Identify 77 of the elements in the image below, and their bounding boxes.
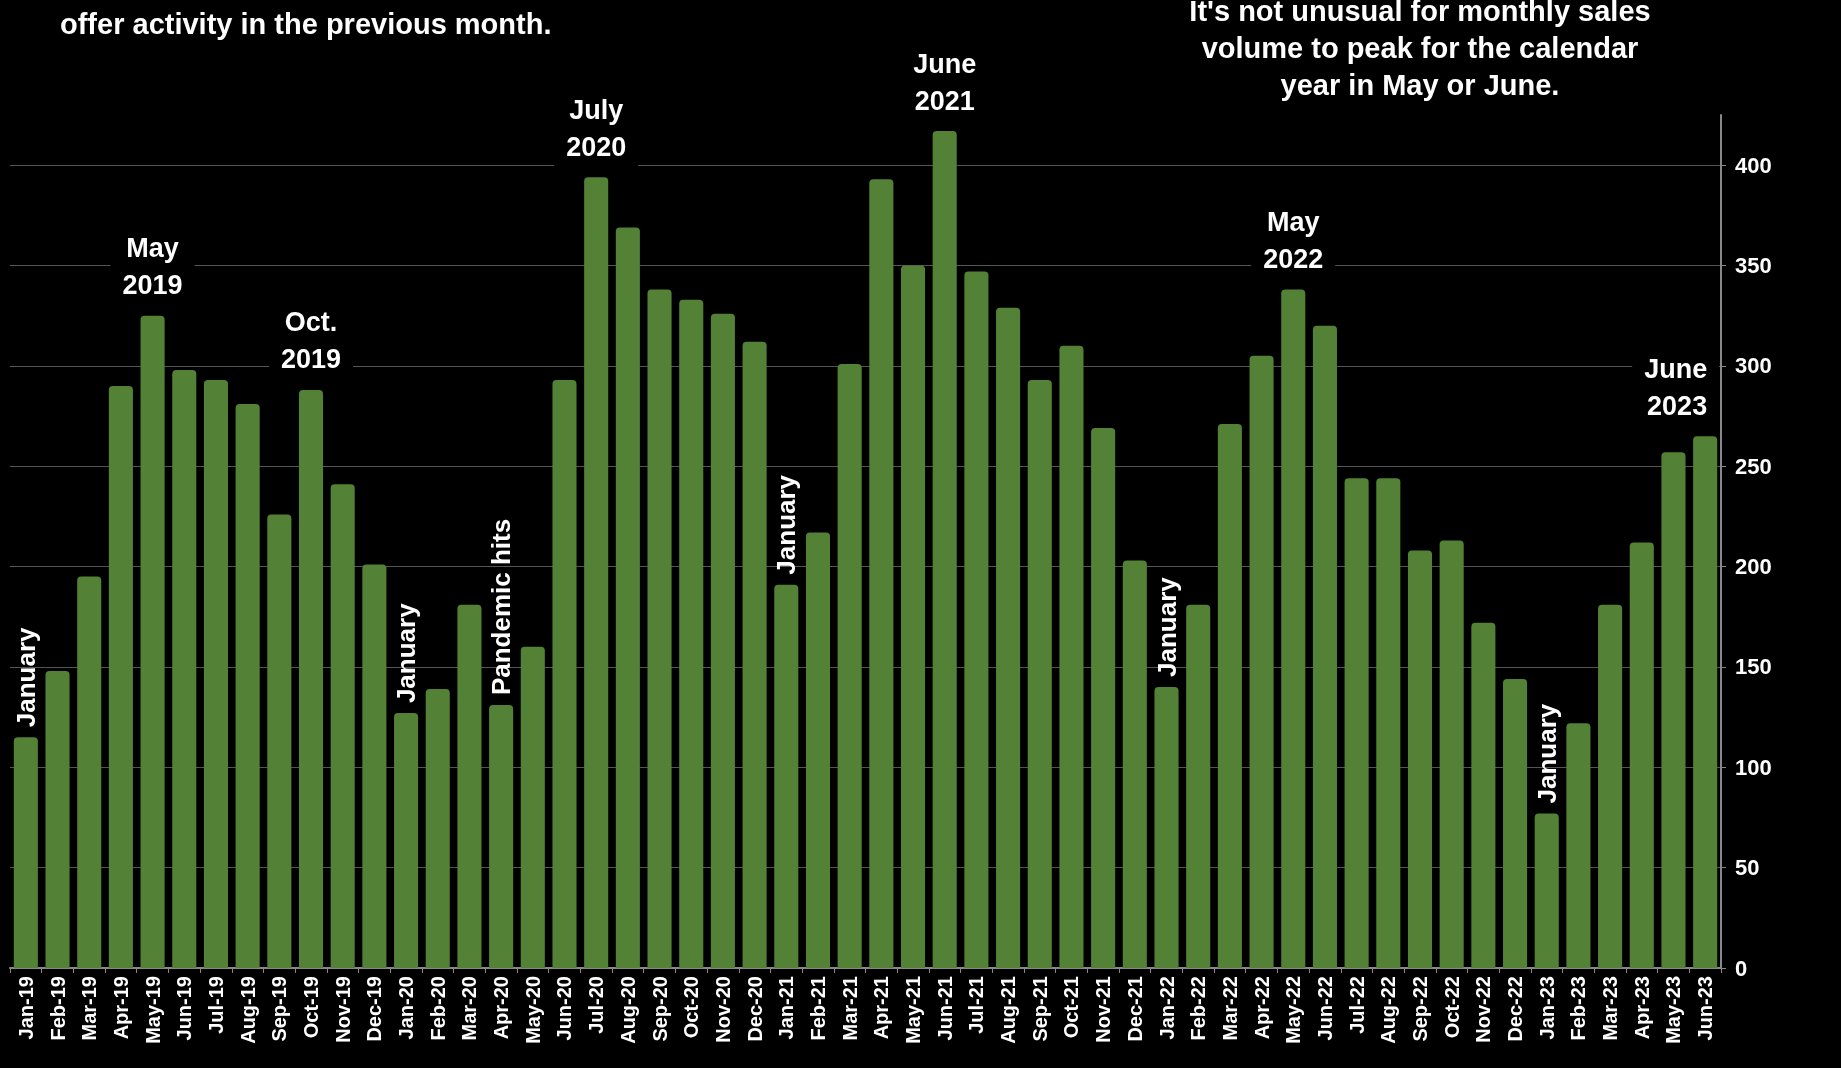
x-tick-label: Jan-22 [1155,976,1178,1040]
annotation: Oct. 2019 [280,307,342,375]
x-tick-label: Jun-21 [933,976,956,1041]
text: offer activity in the previous month. [60,7,552,40]
x-tick-label: Jun-23 [1694,976,1717,1041]
y-tick-label: 50 [1735,855,1760,881]
x-tick-label: Jul-21 [965,976,988,1034]
x-tick-label: Apr-22 [1250,976,1273,1040]
x-tick-label: Dec-19 [363,976,386,1042]
annotation: Pandemic hits [486,518,517,696]
y-tick-label: 200 [1735,554,1772,580]
x-tick-label: May-19 [141,976,164,1044]
annotation: January [1531,703,1562,804]
x-tick-label: Jan-19 [14,976,37,1040]
y-tick-label: 150 [1735,654,1772,680]
x-tick-label: Apr-20 [490,976,513,1040]
x-tick-label: Sep-21 [1028,976,1051,1042]
x-tick-label: Jun-19 [173,976,196,1041]
x-tick-label: Mar-21 [838,976,861,1041]
x-tick-label: Apr-23 [1630,976,1653,1040]
x-tick-label: Nov-22 [1472,976,1495,1043]
x-tick-label: Nov-20 [711,976,734,1043]
x-tick-label: Jul-20 [585,976,608,1034]
x-tick-label: Sep-19 [268,976,291,1042]
x-tick-label: Jun-20 [553,976,576,1041]
x-tick-label: May-22 [1282,976,1305,1044]
annotation: June 2023 [1644,353,1708,421]
y-tick-label: 400 [1735,152,1772,178]
x-tick-label: Oct-19 [300,976,323,1039]
x-tick-label: Aug-20 [616,976,639,1044]
x-tick-label: Oct-22 [1440,976,1463,1039]
x-tick-label: Feb-23 [1567,976,1590,1041]
x-tick-label: Mar-19 [78,976,101,1041]
x-tick-label: Feb-19 [46,976,69,1041]
x-tick-label: Nov-21 [1092,976,1115,1043]
x-tick-label: Oct-20 [680,976,703,1039]
x-tick-label: May-23 [1662,976,1685,1044]
y-tick-label: 250 [1735,453,1772,479]
annotation: May 2019 [122,233,183,301]
y-tick-label: 0 [1735,955,1748,981]
x-tick-label: Jan-20 [395,976,418,1040]
x-tick-label: Sep-22 [1408,976,1431,1042]
x-tick-label: Jan-23 [1535,976,1558,1040]
x-tick-label: Apr-21 [870,976,893,1040]
x-tick-label: Nov-19 [331,976,354,1043]
annotation: January [1151,576,1182,678]
annotation: January [391,602,422,704]
x-tick-label: Apr-19 [109,976,132,1040]
x-tick-label: Aug-19 [236,976,259,1044]
x-tick-label: Dec-21 [1123,976,1146,1042]
x-tick-label: Mar-22 [1218,976,1241,1041]
x-tick-label: Sep-20 [648,976,671,1042]
text: It's not unusual for monthly sales volume to peak for the calendar year in May or June. [1189,0,1651,101]
x-tick-label: Aug-21 [997,976,1020,1044]
x-tick-label: Feb-22 [1187,976,1210,1041]
x-tick-label: Mar-23 [1599,976,1622,1041]
x-tick-label: Jan-21 [775,976,798,1040]
x-tick-label: Dec-20 [743,976,766,1042]
x-tick-label: Mar-20 [458,976,481,1041]
x-tick-label: Jul-22 [1345,976,1368,1034]
x-tick-label: Feb-21 [806,976,829,1041]
y-tick-label: 100 [1735,754,1772,780]
annotation: July 2020 [566,94,627,162]
x-tick-label: Dec-22 [1504,976,1527,1042]
x-tick-label: Jun-22 [1313,976,1336,1041]
annotation: May 2022 [1263,207,1324,275]
x-tick-label: May-20 [521,976,544,1044]
annotation: January [10,626,41,728]
x-tick-label: Oct-21 [1060,976,1083,1039]
x-tick-label: Aug-22 [1377,976,1400,1044]
y-tick-label: 350 [1735,253,1772,279]
x-tick-label: May-21 [902,976,925,1044]
y-tick-label: 300 [1735,353,1772,379]
x-tick-label: Jul-19 [204,976,227,1034]
annotation: June 2021 [913,48,977,116]
annotation: January [771,474,802,575]
x-tick-label: Feb-20 [426,976,449,1041]
